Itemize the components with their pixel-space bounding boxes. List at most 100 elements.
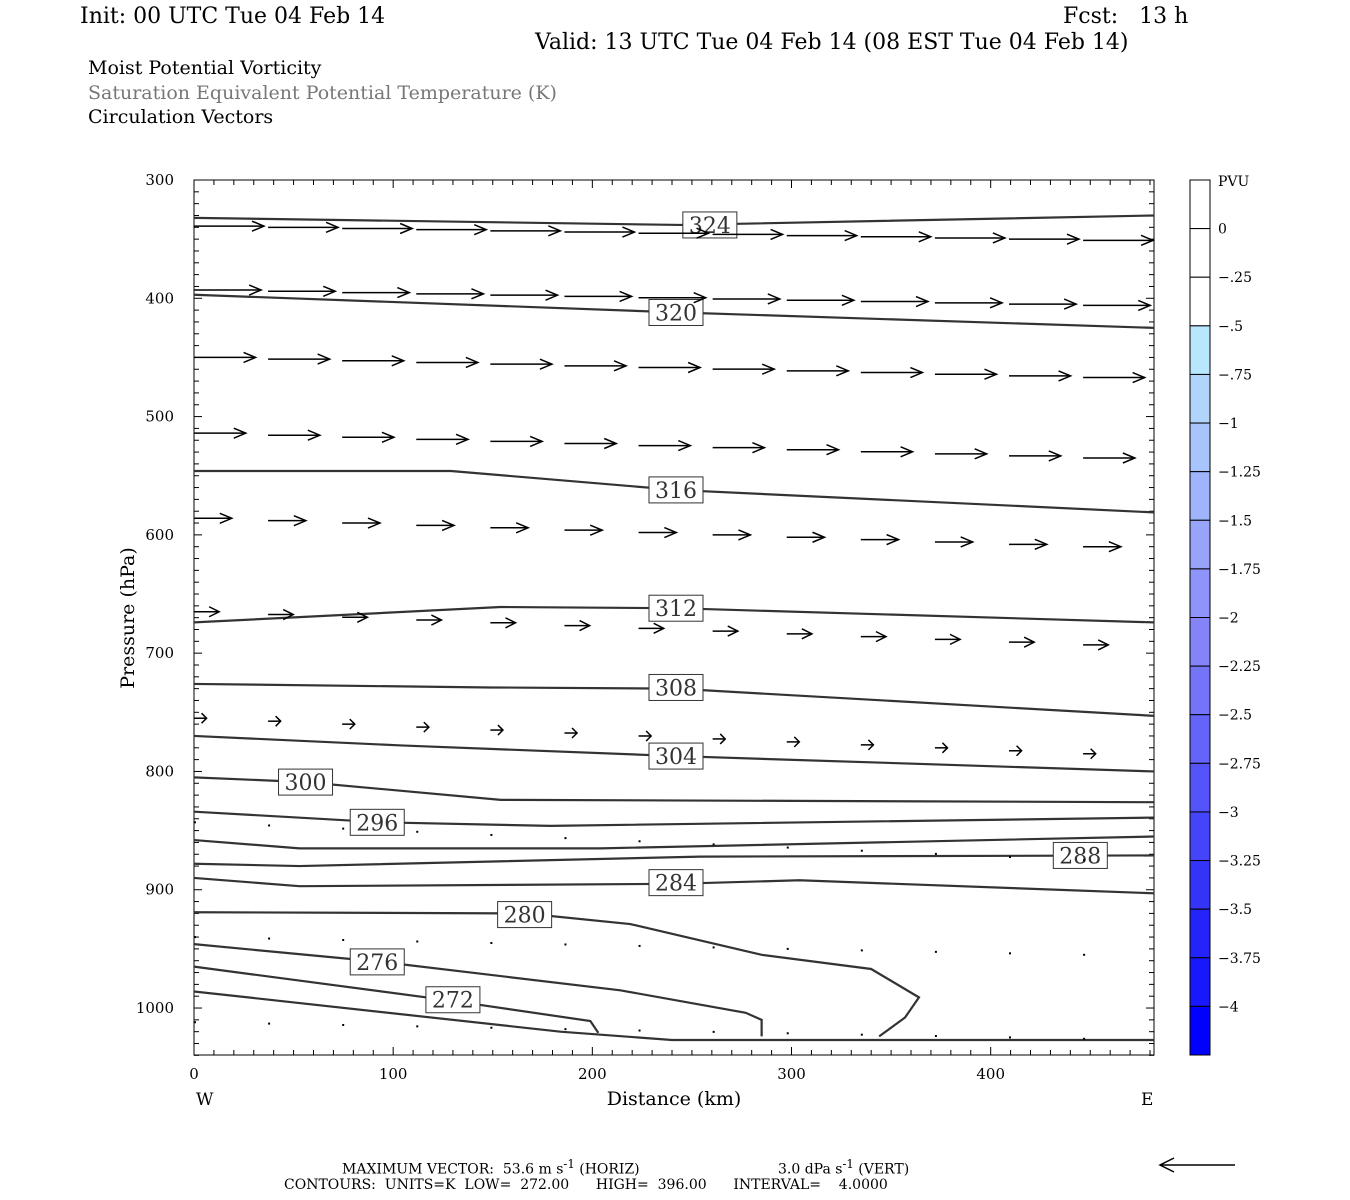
circulation-vector — [934, 950, 937, 953]
contour-label: 312 — [655, 597, 697, 622]
contour-label: 272 — [432, 989, 474, 1014]
vert-unit-exp: -1 — [842, 1157, 854, 1171]
circulation-vector — [1083, 748, 1097, 760]
field-title-thetaes: Saturation Equivalent Potential Temperat… — [88, 82, 557, 104]
colorbar-swatch — [1189, 228, 1211, 278]
circulation-vector — [194, 284, 264, 296]
circulation-vector — [416, 519, 457, 532]
circulation-vector — [268, 514, 308, 527]
circulation-vector — [194, 1021, 196, 1024]
circulation-vector — [1083, 299, 1153, 312]
circulation-vector — [786, 628, 814, 640]
circulation-vector — [638, 526, 679, 539]
circulation-vector — [712, 441, 767, 454]
colorbar-swatch — [1189, 422, 1211, 473]
colorbar-swatch — [1189, 325, 1211, 375]
y-tick-label: 900 — [145, 881, 174, 899]
circulation-vector — [1009, 856, 1012, 859]
colorbar-label: −1.25 — [1218, 465, 1261, 481]
circulation-vector — [786, 444, 841, 456]
colorbar-swatch — [1189, 714, 1211, 764]
contour-label-box — [497, 901, 553, 929]
circulation-vector — [268, 937, 271, 940]
colorbar-swatch — [1189, 568, 1211, 619]
circulation-vector — [712, 363, 777, 375]
circulation-vector — [194, 220, 266, 232]
colorbar-label: −2.25 — [1218, 659, 1261, 675]
east-label: E — [1141, 1090, 1153, 1110]
circulation-vector — [1083, 234, 1156, 247]
circulation-vector — [268, 353, 332, 365]
circulation-vector — [342, 355, 406, 367]
colorbar-swatch — [1189, 617, 1211, 667]
y-tick-label: 600 — [145, 526, 174, 544]
circulation-vector — [490, 289, 560, 301]
circulation-vector — [416, 721, 430, 733]
contour-label: 304 — [655, 745, 697, 770]
contour-label: 308 — [655, 676, 697, 701]
circulation-vector — [416, 830, 419, 833]
circulation-vector — [1083, 859, 1086, 862]
colorbar-label: −3.75 — [1218, 951, 1261, 967]
colorbar-swatch — [1189, 860, 1211, 910]
colorbar-label: −3.25 — [1218, 854, 1261, 870]
circulation-vector — [934, 633, 962, 646]
y-tick-label: 1000 — [136, 999, 174, 1017]
circulation-vector — [786, 229, 859, 242]
circulation-vector — [638, 227, 711, 239]
circulation-vector — [638, 292, 708, 304]
theta-es-contour — [193, 605, 1155, 624]
west-label: W — [196, 1090, 214, 1110]
colorbar-swatch — [1189, 373, 1211, 424]
colorbar-swatch — [1189, 811, 1211, 862]
circulation-vector — [490, 1026, 493, 1029]
circulation-vector — [934, 297, 1005, 309]
horiz-label: (HORIZ) — [579, 1161, 640, 1178]
field-title-vectors: Circulation Vectors — [88, 106, 274, 128]
circulation-vector — [564, 360, 628, 372]
circulation-vector — [934, 536, 975, 548]
circulation-vector — [638, 439, 693, 452]
circulation-vector — [712, 228, 785, 241]
colorbar-title: PVU — [1218, 174, 1250, 190]
circulation-vector — [194, 427, 248, 439]
theta-es-contour — [193, 682, 1155, 717]
colorbar-label: −3.5 — [1218, 902, 1252, 918]
circulation-vector — [564, 437, 619, 450]
y-tick-label: 400 — [145, 289, 174, 307]
colorbar-label: −1.75 — [1218, 562, 1261, 578]
y-axis-title: Pressure (hPa) — [117, 547, 139, 689]
contour-label: 316 — [655, 479, 697, 504]
circulation-vector — [934, 742, 949, 754]
circulation-vector — [786, 947, 789, 950]
circulation-vector — [786, 736, 801, 748]
theta-es-contour — [194, 469, 1155, 514]
circulation-vector — [342, 718, 356, 730]
circulation-vector — [490, 833, 493, 836]
colorbar-swatch — [1189, 957, 1211, 1007]
circulation-vector — [268, 221, 341, 234]
circulation-vector — [1009, 233, 1081, 245]
circulation-vector — [490, 522, 531, 534]
contour-label: 320 — [655, 301, 697, 326]
circulation-vector — [416, 356, 480, 369]
x-tick-label: 0 — [189, 1065, 199, 1083]
circulation-vector — [194, 712, 208, 724]
theta-es-contour — [193, 911, 921, 1038]
circulation-vector — [934, 448, 989, 460]
field-title-mpv: Moist Potential Vorticity — [88, 57, 322, 79]
theta-es-contour — [193, 776, 1155, 804]
circulation-vector — [564, 1028, 567, 1031]
circulation-vector — [786, 1032, 789, 1035]
contour-label: 280 — [504, 904, 546, 929]
contour-label: 324 — [689, 214, 731, 239]
circulation-vector — [1009, 538, 1049, 551]
contour-label: 284 — [655, 872, 697, 897]
circulation-vector — [712, 625, 740, 637]
theta-es-contour — [193, 810, 1155, 827]
circulation-vector — [1083, 1037, 1086, 1040]
circulation-vector — [934, 232, 1007, 244]
circulation-vector — [934, 368, 999, 380]
circulation-vector — [786, 846, 789, 849]
